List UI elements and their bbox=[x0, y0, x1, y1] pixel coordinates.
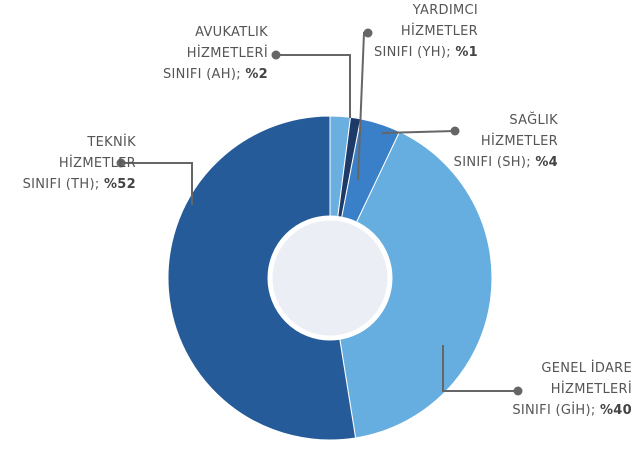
category-label: TEKNİK HİZMETLER SINIFI (TH); bbox=[22, 135, 136, 192]
slice-label: TEKNİK HİZMETLER SINIFI (TH); %52 bbox=[23, 132, 136, 195]
category-label: AVUKATLIK HİZMETLERİ SINIFI (AH); bbox=[163, 25, 268, 82]
value-label: %40 bbox=[599, 403, 632, 418]
slice-label: AVUKATLIK HİZMETLERİ SINIFI (AH); %2 bbox=[163, 22, 268, 85]
category-label: GENEL İDARE HİZMETLERİ SINIFI (GİH); bbox=[512, 361, 632, 418]
leader-dot bbox=[450, 126, 460, 136]
value-label: %4 bbox=[535, 155, 558, 170]
donut-slice bbox=[329, 131, 493, 439]
category-label: YARDIMCI HİZMETLER SINIFI (YH); bbox=[373, 3, 478, 60]
leader-line bbox=[442, 345, 518, 392]
category-label: SAĞLIK HİZMETLER SINIFI (SH); bbox=[453, 113, 558, 170]
value-label: %52 bbox=[103, 177, 136, 192]
leader-dot bbox=[271, 50, 281, 60]
leader-line bbox=[276, 54, 351, 118]
value-label: %2 bbox=[245, 67, 268, 82]
leader-dot bbox=[363, 28, 373, 38]
leader-dot bbox=[116, 158, 126, 168]
leader-line bbox=[121, 162, 193, 205]
value-label: %1 bbox=[455, 45, 478, 60]
slice-label: YARDIMCI HİZMETLER SINIFI (YH); %1 bbox=[374, 0, 478, 63]
leader-dot bbox=[513, 386, 523, 396]
donut-hole bbox=[267, 215, 393, 341]
leader-line bbox=[381, 130, 456, 134]
slice-label: SAĞLIK HİZMETLER SINIFI (SH); %4 bbox=[454, 110, 558, 173]
slice-label: GENEL İDARE HİZMETLERİ SINIFI (GİH); %40 bbox=[512, 358, 632, 421]
donut-slice bbox=[167, 115, 357, 441]
